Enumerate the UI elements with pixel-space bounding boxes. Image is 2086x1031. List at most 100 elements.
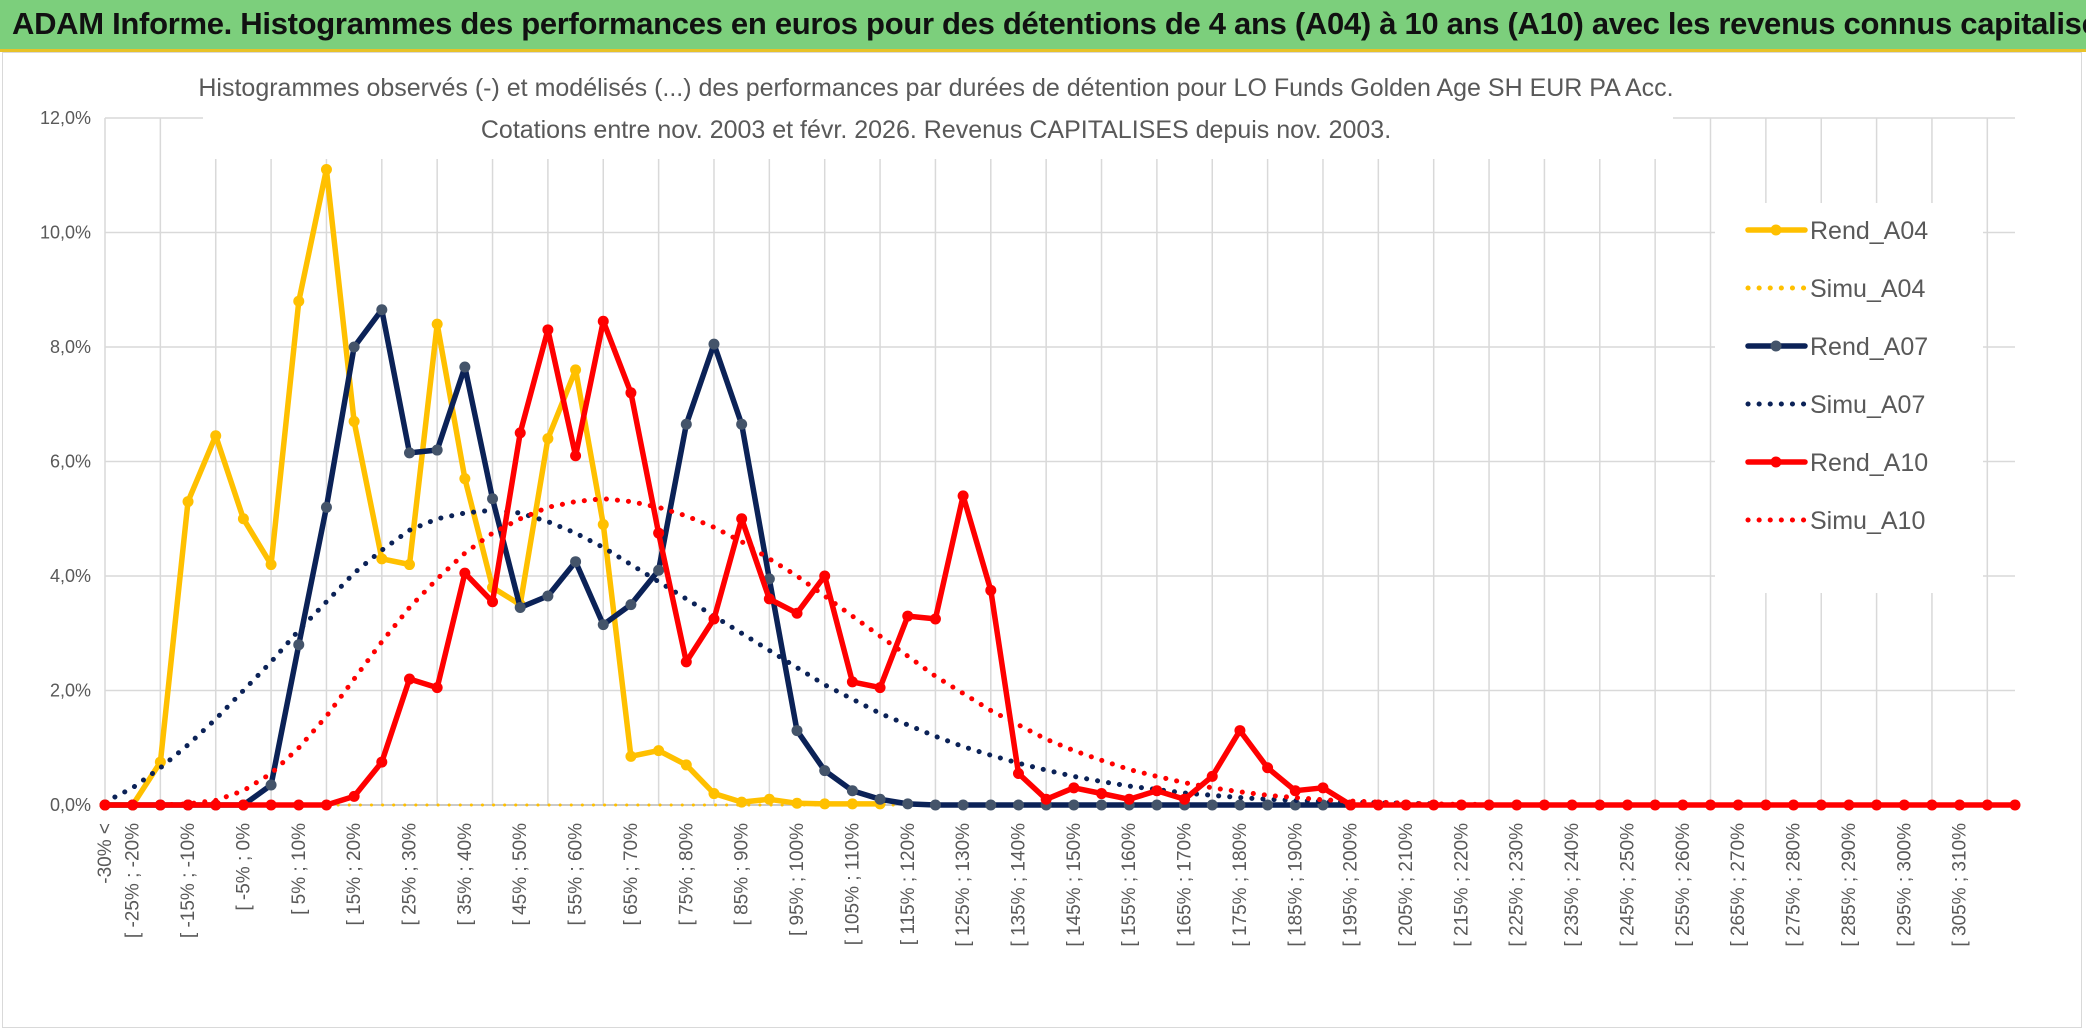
x-tick-label: [ 75% ; 80% bbox=[676, 823, 697, 926]
data-point-rend-a10 bbox=[376, 756, 388, 768]
data-point-rend-a07 bbox=[791, 725, 803, 737]
data-point-rend-a04 bbox=[680, 759, 692, 771]
data-point-rend-a07 bbox=[874, 793, 886, 805]
data-point-rend-a07 bbox=[1012, 799, 1024, 811]
data-point-rend-a07 bbox=[1068, 799, 1080, 811]
data-point-rend-a07 bbox=[570, 556, 582, 568]
x-tick-label: [ 135% ; 140% bbox=[1008, 823, 1029, 947]
data-point-rend-a04 bbox=[154, 756, 166, 768]
y-tick-label: 12,0% bbox=[40, 108, 91, 128]
data-point-rend-a07 bbox=[348, 341, 360, 353]
x-tick-label: [ 65% ; 70% bbox=[621, 823, 642, 926]
data-point-rend-a10 bbox=[1926, 799, 1938, 811]
x-tick-label: [ 45% ; 50% bbox=[510, 823, 531, 926]
data-point-rend-a10 bbox=[1317, 782, 1329, 794]
data-point-rend-a04 bbox=[348, 415, 360, 427]
data-point-rend-a10 bbox=[1621, 799, 1633, 811]
data-point-rend-a10 bbox=[625, 387, 637, 399]
legend-marker-rend-a04 bbox=[1770, 224, 1782, 236]
x-tick-label: [ 185% ; 190% bbox=[1285, 823, 1306, 947]
data-point-rend-a10 bbox=[1732, 799, 1744, 811]
data-point-rend-a10 bbox=[819, 570, 831, 582]
data-point-rend-a04 bbox=[708, 788, 720, 800]
data-point-rend-a10 bbox=[1788, 799, 1800, 811]
data-point-rend-a10 bbox=[1871, 799, 1883, 811]
data-point-rend-a10 bbox=[1538, 799, 1550, 811]
axes: 0,0% 2,0% 4,0% 6,0% 8,0% 10,0% 12,0% -30% < [ -2… bbox=[40, 108, 2015, 947]
x-tick-label: [ 275% ; 280% bbox=[1784, 823, 1805, 947]
y-tick-label: 10,0% bbox=[40, 223, 91, 243]
data-point-rend-a07 bbox=[376, 304, 388, 316]
data-point-rend-a10 bbox=[680, 656, 692, 668]
data-point-rend-a10 bbox=[846, 676, 858, 688]
x-tick-label: [ 285% ; 290% bbox=[1839, 823, 1860, 947]
report-banner: ADAM Informe. Histogrammes des performan… bbox=[0, 0, 2086, 52]
data-point-rend-a04 bbox=[597, 518, 609, 530]
data-point-rend-a07 bbox=[680, 418, 692, 430]
data-point-rend-a07 bbox=[403, 447, 415, 459]
data-point-rend-a10 bbox=[653, 527, 665, 539]
x-tick-label: [ 145% ; 150% bbox=[1064, 823, 1085, 947]
series-line-rend-a07 bbox=[105, 307, 1351, 808]
series-line-simu-a07 bbox=[102, 507, 1437, 807]
data-point-rend-a04 bbox=[210, 430, 222, 442]
data-point-rend-a10 bbox=[1206, 770, 1218, 782]
data-point-rend-a10 bbox=[1511, 799, 1523, 811]
data-point-rend-a10 bbox=[1123, 793, 1135, 805]
x-tick-label: [ -15% ; -10% bbox=[178, 823, 199, 938]
data-point-rend-a10 bbox=[265, 799, 277, 811]
data-point-rend-a04 bbox=[819, 798, 831, 810]
data-point-rend-a07 bbox=[459, 361, 471, 373]
data-point-rend-a10 bbox=[1898, 799, 1910, 811]
data-point-rend-a04 bbox=[653, 745, 665, 757]
x-tick-label: [ 195% ; 200% bbox=[1341, 823, 1362, 947]
data-point-rend-a10 bbox=[514, 427, 526, 439]
data-point-rend-a07 bbox=[819, 765, 831, 777]
legend-marker-rend-a10 bbox=[1770, 456, 1782, 468]
data-point-rend-a07 bbox=[708, 338, 720, 350]
data-point-rend-a10 bbox=[1981, 799, 1993, 811]
x-tick-label: [ 125% ; 130% bbox=[953, 823, 974, 947]
data-point-rend-a07 bbox=[985, 799, 997, 811]
data-point-rend-a04 bbox=[791, 797, 803, 809]
data-point-rend-a04 bbox=[320, 164, 332, 176]
x-tick-label: [ 35% ; 40% bbox=[455, 823, 476, 926]
data-point-rend-a10 bbox=[1234, 725, 1246, 737]
legend-label-rend-a04: Rend_A04 bbox=[1810, 217, 1928, 245]
x-tick-label: [ 25% ; 30% bbox=[399, 823, 420, 926]
data-point-rend-a07 bbox=[929, 799, 941, 811]
data-point-rend-a04 bbox=[237, 513, 249, 525]
data-point-rend-a10 bbox=[1649, 799, 1661, 811]
data-point-rend-a07 bbox=[1096, 799, 1108, 811]
data-point-rend-a04 bbox=[431, 318, 443, 330]
data-point-rend-a07 bbox=[320, 501, 332, 513]
data-point-rend-a10 bbox=[293, 799, 305, 811]
data-point-rend-a07 bbox=[514, 601, 526, 613]
x-tick-label: [ 5% ; 10% bbox=[289, 823, 310, 915]
x-tick-label: [ 215% ; 220% bbox=[1451, 823, 1472, 947]
x-tick-label: [ 165% ; 170% bbox=[1175, 823, 1196, 947]
data-point-rend-a10 bbox=[736, 513, 748, 525]
data-point-rend-a04 bbox=[459, 473, 471, 485]
y-tick-label: 6,0% bbox=[50, 452, 91, 472]
data-point-rend-a07 bbox=[597, 619, 609, 631]
data-point-rend-a10 bbox=[1262, 762, 1274, 774]
data-point-rend-a10 bbox=[1151, 785, 1163, 797]
x-tick-label: [ 95% ; 100% bbox=[787, 823, 808, 936]
y-tick-label: 8,0% bbox=[50, 337, 91, 357]
line-chart: Histogrammes observés (-) et modélisés (… bbox=[40, 53, 2021, 947]
x-tick-label: [ 305% ; 310% bbox=[1950, 823, 1971, 947]
x-tick-label: [ 235% ; 240% bbox=[1562, 823, 1583, 947]
x-tick-label: [ 105% ; 110% bbox=[842, 823, 863, 945]
data-point-rend-a10 bbox=[597, 315, 609, 327]
data-point-rend-a10 bbox=[487, 596, 499, 608]
data-point-rend-a10 bbox=[1594, 799, 1606, 811]
data-point-rend-a04 bbox=[182, 496, 194, 508]
legend-label-simu-a07: Simu_A07 bbox=[1810, 391, 1925, 419]
data-point-rend-a10 bbox=[1040, 793, 1052, 805]
chart-subtitle: Cotations entre nov. 2003 et févr. 2026.… bbox=[481, 116, 1391, 144]
data-point-rend-a10 bbox=[2009, 799, 2021, 811]
data-point-rend-a07 bbox=[1151, 799, 1163, 811]
data-point-rend-a10 bbox=[763, 593, 775, 605]
